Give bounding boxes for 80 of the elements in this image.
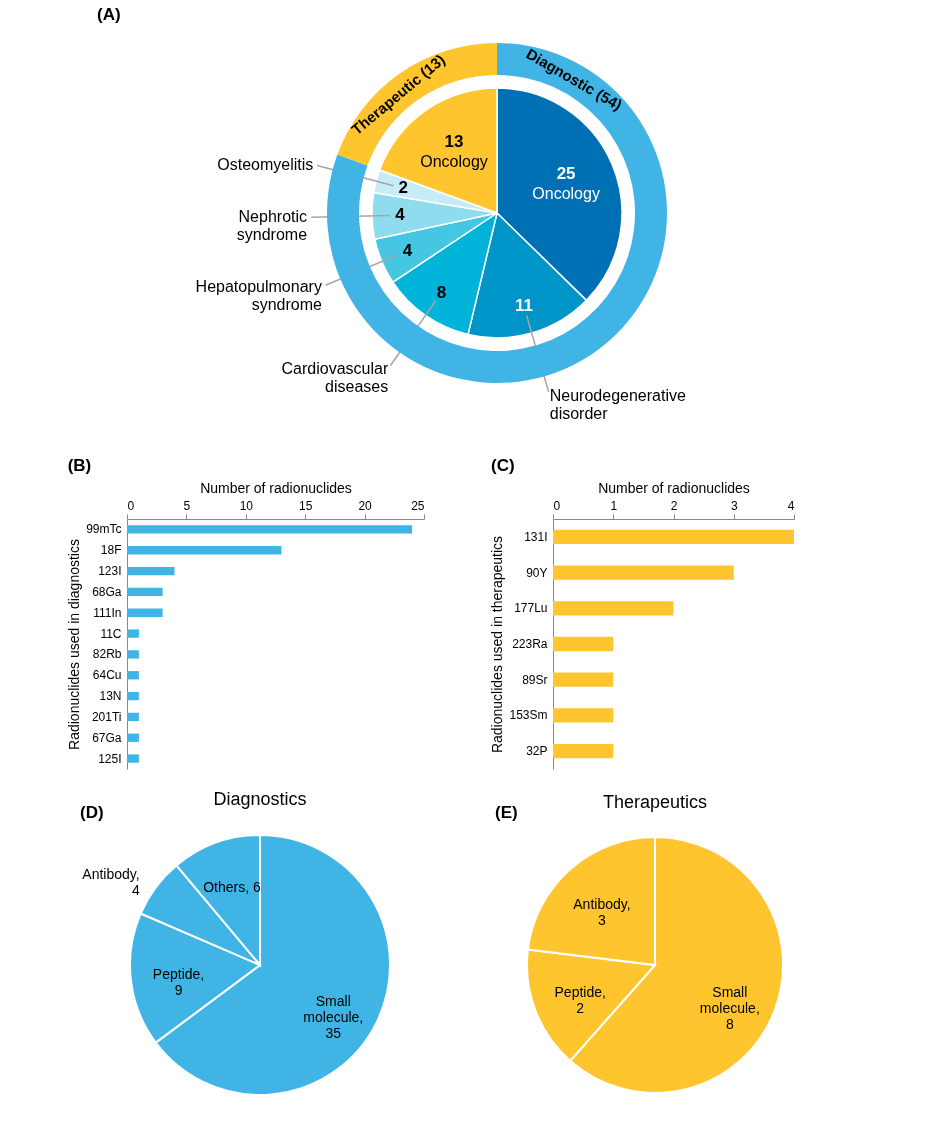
y-axis-title: Radionuclides used in therapeutics [489, 535, 506, 754]
y-tick-label: 32P [526, 744, 548, 759]
chart-title: (A) [97, 5, 121, 24]
x-tick-label: 5 [183, 498, 191, 513]
bar [127, 754, 139, 763]
slice-label: Peptide, 9 [152, 965, 205, 998]
y-tick-label: 177Lu [514, 601, 548, 616]
bar [127, 712, 139, 722]
chart-title: (B) [67, 456, 92, 475]
x-tick-label: 1 [610, 498, 618, 513]
x-tick-label: 3 [730, 498, 738, 513]
slice-label: Small molecule, 35 [303, 992, 364, 1041]
y-tick-label: 111In [93, 605, 122, 620]
bar [553, 565, 734, 580]
slice-label: Nephrotic syndrome [236, 208, 308, 244]
x-tick-label: 0 [553, 498, 561, 513]
bar [553, 744, 614, 759]
data-label: 4 [402, 240, 413, 260]
text: (E) [495, 803, 518, 823]
y-tick-label: 153Sm [509, 708, 548, 723]
y-tick-label: 18F [100, 543, 122, 558]
slice-label: Neurodegenerative disorder [549, 386, 686, 422]
y-tick-label: 90Y [526, 565, 548, 580]
data-label: 2 [398, 178, 408, 198]
x-tick-label: 15 [299, 498, 313, 513]
text: (D) [80, 803, 104, 823]
bar [553, 601, 674, 616]
x-tick-label: 20 [358, 498, 373, 513]
slice-label: Osteomyelitis [217, 155, 314, 173]
data-label: 11 [514, 296, 533, 316]
y-tick-label: 13N [99, 689, 122, 704]
bar [127, 608, 163, 617]
y-tick-label: 201Ti [91, 709, 122, 724]
x-tick-label: 2 [670, 498, 678, 513]
data-label: 13 [444, 131, 464, 151]
y-tick-label: 223Ra [512, 637, 548, 651]
y-tick-label: 67Ga [92, 730, 122, 745]
slice-label: Oncology [532, 184, 600, 202]
x-axis-title: Number of radionuclides [598, 479, 750, 496]
x-tick-label: 10 [239, 498, 254, 513]
x-tick-label: 0 [127, 498, 135, 513]
y-tick-label: 11C [100, 626, 122, 641]
bar [127, 671, 139, 680]
slice-label: Cardiovascular diseases [281, 359, 389, 395]
data-label: 25 [556, 163, 576, 183]
bar [553, 636, 614, 652]
y-axis-title: Radionuclides used in diagnostics [66, 539, 83, 750]
x-tick-label: 25 [411, 498, 425, 513]
bar [553, 672, 614, 687]
y-tick-label: 68Ga [92, 584, 122, 599]
bar [127, 629, 139, 638]
slice-label: Antibody, 3 [573, 896, 631, 929]
bar [553, 529, 794, 544]
slice-label: Small molecule, 8 [699, 984, 760, 1033]
bar [127, 733, 139, 742]
slice-label: Peptide, 2 [554, 984, 606, 1017]
y-tick-label: 123I [98, 564, 122, 579]
slice-label: Hepatopulmonary syndrome [195, 277, 322, 313]
y-tick-label: 125I [98, 751, 122, 766]
chart-title: Therapeutics [602, 792, 708, 812]
chart-title: (C) [490, 456, 515, 475]
chart-title: Diagnostics [213, 789, 307, 810]
y-tick-label: 82Rb [92, 647, 122, 662]
y-tick-label: 131I [524, 529, 548, 544]
y-tick-label: 64Cu [92, 668, 122, 683]
bar [127, 525, 413, 534]
data-label: 8 [436, 282, 447, 302]
bar [553, 708, 614, 723]
bar [127, 566, 175, 576]
x-tick-label: 4 [787, 498, 795, 513]
slice-label: Antibody, 4 [82, 866, 140, 899]
bar [127, 650, 139, 659]
x-axis-title: Number of radionuclides [200, 479, 352, 496]
bar [127, 546, 282, 555]
data-label: 4 [395, 205, 406, 225]
bar [127, 691, 139, 701]
slice-label: Oncology [420, 152, 488, 170]
y-tick-label: 99mTc [86, 522, 122, 537]
bar [127, 587, 163, 597]
y-tick-label: 89Sr [522, 672, 548, 687]
